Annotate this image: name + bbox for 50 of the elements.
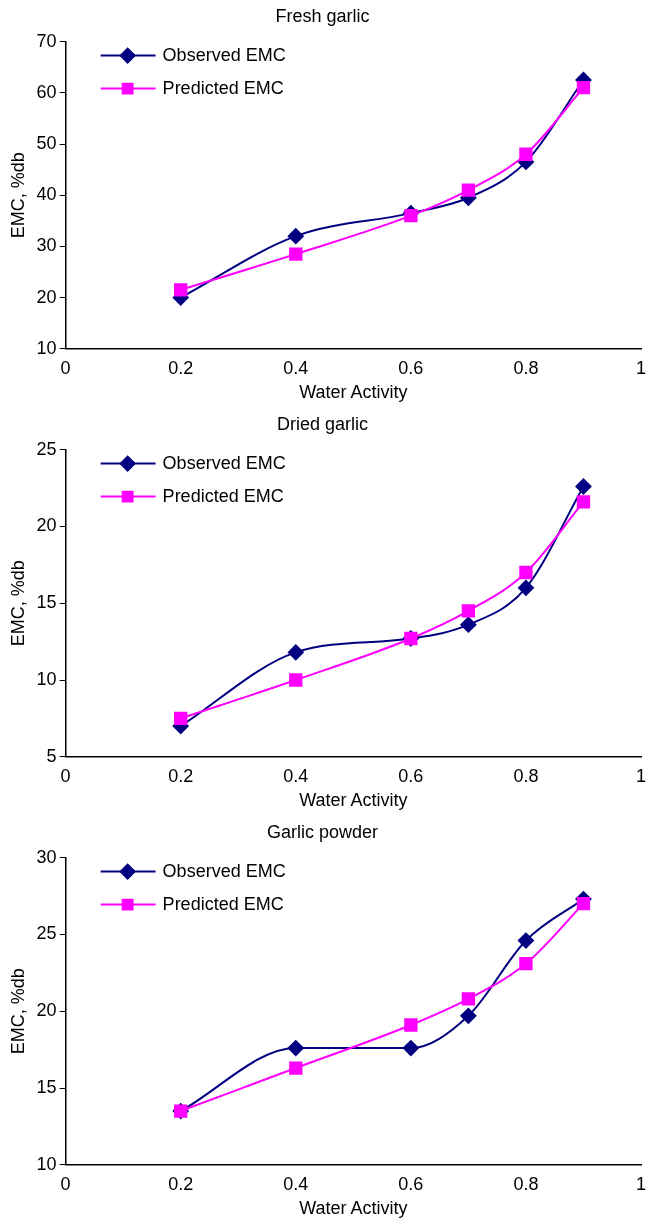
y-tick-label: 10 xyxy=(36,337,57,358)
x-tick-label: 0.4 xyxy=(283,765,309,786)
x-tick-label: 0.4 xyxy=(283,1173,309,1194)
y-axis-title: EMC, %db xyxy=(7,968,28,1055)
y-tick-label: 30 xyxy=(36,235,57,256)
x-tick-label: 0.2 xyxy=(168,357,194,378)
x-tick-label: 0.8 xyxy=(513,357,539,378)
y-tick-label: 60 xyxy=(36,81,57,102)
x-tick-label: 0 xyxy=(60,1173,71,1194)
x-tick-label: 0.6 xyxy=(398,765,424,786)
x-axis-title: Water Activity xyxy=(299,1198,408,1219)
y-tick-label: 15 xyxy=(36,592,57,613)
y-axis-title: EMC, %db xyxy=(7,152,28,239)
legend-label: Predicted EMC xyxy=(162,893,284,914)
chart-title: Fresh garlic xyxy=(275,5,370,26)
x-tick-label: 0.6 xyxy=(398,1173,424,1194)
y-tick-label: 50 xyxy=(36,132,57,153)
y-tick-label: 20 xyxy=(36,515,57,536)
legend-label: Observed EMC xyxy=(162,452,286,473)
y-tick-label: 15 xyxy=(36,1076,57,1097)
chart-title: Garlic powder xyxy=(266,821,379,842)
x-tick-label: 0 xyxy=(60,765,71,786)
x-tick-label: 0 xyxy=(60,357,71,378)
x-tick-label: 0.2 xyxy=(168,765,194,786)
y-tick-label: 20 xyxy=(36,1000,57,1021)
y-tick-label: 25 xyxy=(36,438,57,459)
x-axis-title: Water Activity xyxy=(299,382,408,403)
legend-label: Observed EMC xyxy=(162,860,286,881)
y-tick-label: 5 xyxy=(46,745,57,766)
x-tick-label: 0.8 xyxy=(513,1173,539,1194)
x-tick-label: 1 xyxy=(635,357,647,378)
y-axis-title: EMC, %db xyxy=(7,560,28,647)
chart-title: Dried garlic xyxy=(276,413,369,434)
legend-label: Predicted EMC xyxy=(162,77,284,98)
y-tick-label: 30 xyxy=(36,846,57,867)
y-tick-label: 70 xyxy=(36,30,57,51)
y-tick-label: 10 xyxy=(36,668,57,689)
y-tick-label: 25 xyxy=(36,923,57,944)
y-tick-label: 40 xyxy=(36,184,57,205)
x-tick-label: 0.2 xyxy=(168,1173,194,1194)
x-tick-label: 0.4 xyxy=(283,357,309,378)
x-axis-title: Water Activity xyxy=(299,790,408,811)
legend-label: Predicted EMC xyxy=(162,485,284,506)
x-tick-label: 1 xyxy=(635,765,647,786)
y-tick-label: 20 xyxy=(36,286,57,307)
x-tick-label: 1 xyxy=(635,1173,647,1194)
x-tick-label: 0.8 xyxy=(513,765,539,786)
y-tick-label: 10 xyxy=(36,1153,57,1174)
legend-label: Observed EMC xyxy=(162,44,286,65)
x-tick-label: 0.6 xyxy=(398,357,424,378)
